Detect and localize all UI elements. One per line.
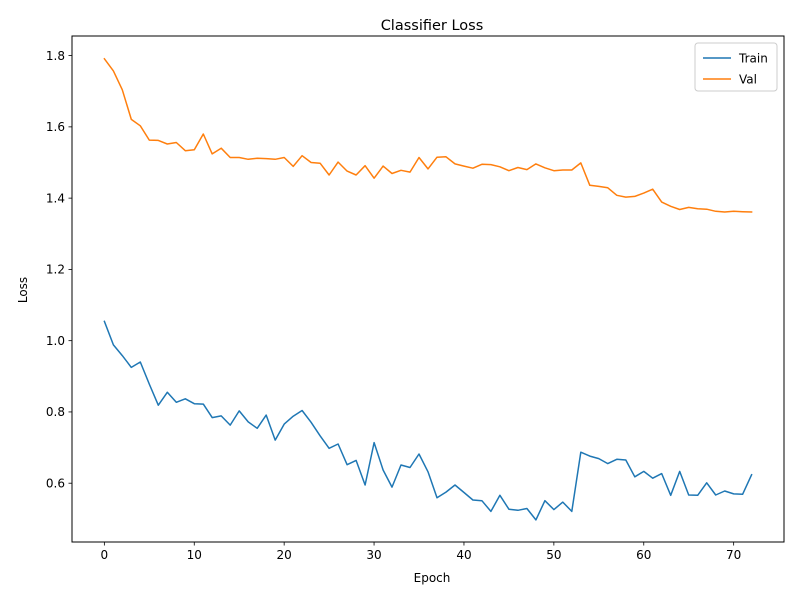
x-axis-label: Epoch — [414, 571, 451, 585]
y-tick-label: 1.4 — [46, 191, 65, 205]
legend-label-val: Val — [739, 72, 757, 86]
legend-label-train: Train — [738, 51, 768, 65]
y-tick-label: 1.2 — [46, 263, 65, 277]
x-tick-label: 60 — [636, 548, 651, 562]
x-tick-label: 20 — [277, 548, 292, 562]
x-tick-label: 40 — [456, 548, 471, 562]
x-axis: 0 10 20 30 40 50 60 70 — [101, 542, 741, 562]
x-tick-label: 30 — [366, 548, 381, 562]
x-tick-label: 10 — [187, 548, 202, 562]
y-tick-label: 1.8 — [46, 49, 65, 63]
y-tick-label: 1.0 — [46, 334, 65, 348]
plot-frame — [71, 35, 785, 543]
plot-lines — [103, 57, 753, 521]
x-tick-label: 50 — [546, 548, 561, 562]
chart-title: Classifier Loss — [381, 18, 484, 34]
legend: Train Val — [694, 42, 778, 92]
y-axis: 0.6 0.8 1.0 1.2 1.4 1.6 1.8 — [46, 49, 72, 491]
y-axis-label: Loss — [16, 277, 30, 303]
y-tick-label: 1.6 — [46, 120, 65, 134]
y-tick-label: 0.6 — [46, 477, 65, 491]
legend-box — [694, 42, 778, 92]
y-tick-label: 0.8 — [46, 405, 65, 419]
x-tick-label: 70 — [726, 548, 741, 562]
x-tick-label: 0 — [101, 548, 109, 562]
series-line-val — [103, 57, 753, 213]
series-line-train — [103, 320, 753, 521]
